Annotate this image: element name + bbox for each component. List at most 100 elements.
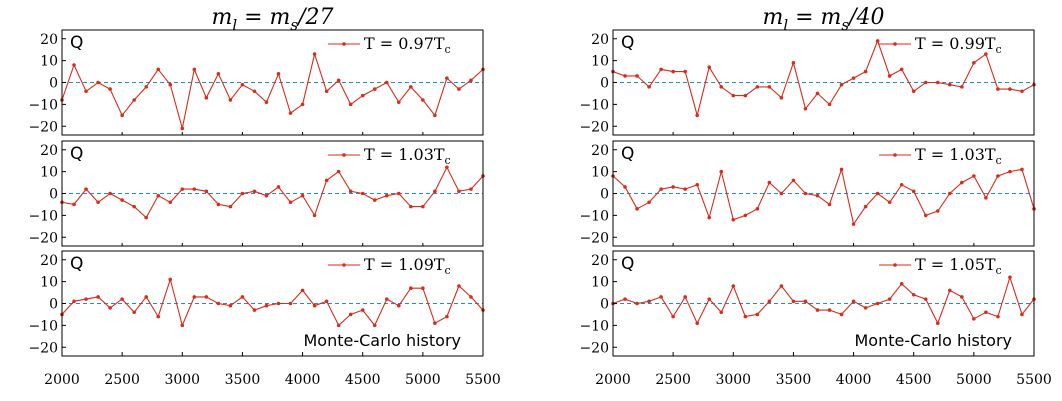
data-point <box>803 299 808 304</box>
data-point <box>180 126 185 131</box>
data-point <box>659 67 663 72</box>
data-point <box>695 182 699 187</box>
data-point <box>839 312 844 317</box>
data-point <box>216 301 221 306</box>
data-point <box>984 310 988 315</box>
data-point <box>1020 167 1024 172</box>
data-point <box>72 299 76 304</box>
panel-title: ml​ = ms​/40 <box>762 5 884 34</box>
data-point <box>719 169 724 174</box>
data-point <box>252 89 257 94</box>
panel-label: Q <box>70 254 83 274</box>
data-point <box>935 80 940 85</box>
data-point <box>635 74 639 78</box>
data-point <box>180 323 185 328</box>
data-point <box>671 314 675 319</box>
data-point <box>372 323 377 328</box>
data-point <box>312 52 317 56</box>
data-point <box>421 286 425 290</box>
data-point <box>156 67 161 72</box>
panel-label: Q <box>70 33 83 53</box>
data-point <box>348 312 353 317</box>
data-point <box>960 295 964 299</box>
data-point <box>647 85 651 89</box>
data-point <box>409 204 413 209</box>
data-point <box>839 167 844 172</box>
data-point <box>120 198 124 202</box>
data-point <box>96 200 100 205</box>
data-point <box>300 193 305 198</box>
x-tick-label: 3000 <box>164 372 200 388</box>
y-tick-label: 20 <box>591 143 609 159</box>
data-point <box>911 89 916 94</box>
data-point <box>445 314 449 319</box>
data-point <box>875 191 880 196</box>
panel-label: Q <box>621 254 634 274</box>
data-point <box>108 191 112 196</box>
annotation-text: Monte-Carlo history <box>303 331 461 350</box>
series-line <box>61 52 484 129</box>
data-point <box>899 182 904 187</box>
data-point <box>935 321 940 325</box>
data-point <box>372 87 377 91</box>
data-point <box>767 180 772 185</box>
data-point <box>671 185 675 189</box>
data-point <box>397 100 401 104</box>
data-point <box>300 288 305 293</box>
data-point <box>469 78 473 83</box>
legend-marker <box>342 42 346 46</box>
data-point <box>707 215 712 220</box>
data-point <box>156 314 161 319</box>
y-tick-label: −20 <box>28 119 58 135</box>
y-tick-label: 0 <box>600 76 609 92</box>
data-point <box>360 191 365 196</box>
chart-panel-4: ml​ = ms​/40 T = 0.99Tc​ Q 20 10 0 −10 −20 <box>579 5 1036 136</box>
data-point <box>887 200 892 205</box>
data-point <box>863 69 868 74</box>
y-tick-label: 10 <box>40 275 58 291</box>
data-point <box>132 310 136 315</box>
data-point <box>144 215 148 220</box>
data-point <box>288 111 293 115</box>
data-point <box>851 76 856 80</box>
x-tick-label: 4000 <box>836 372 872 388</box>
data-point <box>72 63 76 67</box>
data-point <box>743 314 748 319</box>
data-point <box>312 213 317 218</box>
data-point <box>84 187 88 191</box>
data-point <box>108 306 112 310</box>
series-line <box>61 277 484 328</box>
legend-label: T = 1.05Tc​ <box>915 255 1002 277</box>
data-point <box>132 98 136 102</box>
y-tick-label: −20 <box>579 230 609 246</box>
data-point <box>96 295 100 299</box>
x-tick-label: 4500 <box>896 372 932 388</box>
series-line <box>612 39 1035 118</box>
data-point <box>228 303 233 308</box>
data-point <box>755 85 760 89</box>
y-tick-label: 10 <box>40 54 58 70</box>
y-tick-label: −10 <box>28 208 58 224</box>
data-point <box>899 67 904 72</box>
data-point <box>457 87 461 91</box>
data-point <box>348 102 353 107</box>
y-tick-label: 0 <box>600 187 609 203</box>
data-point <box>156 193 161 198</box>
data-point <box>216 71 221 76</box>
y-tick-label: 20 <box>591 32 609 48</box>
data-point <box>791 61 796 65</box>
data-point <box>384 193 389 198</box>
data-point <box>935 209 940 213</box>
x-tick-label: 2000 <box>44 372 80 388</box>
y-tick-label: 0 <box>49 76 58 92</box>
data-point <box>960 180 964 185</box>
data-point <box>827 308 832 312</box>
data-point <box>791 178 796 183</box>
data-point <box>192 187 197 191</box>
data-point <box>360 308 365 312</box>
chart-panel-3: T = 1.09Tc​ Q 20 10 0 −10 −20 2000 2500 3000 3500 4… <box>28 250 501 388</box>
legend-marker <box>342 153 346 157</box>
data-point <box>623 74 627 78</box>
data-point <box>791 299 796 304</box>
